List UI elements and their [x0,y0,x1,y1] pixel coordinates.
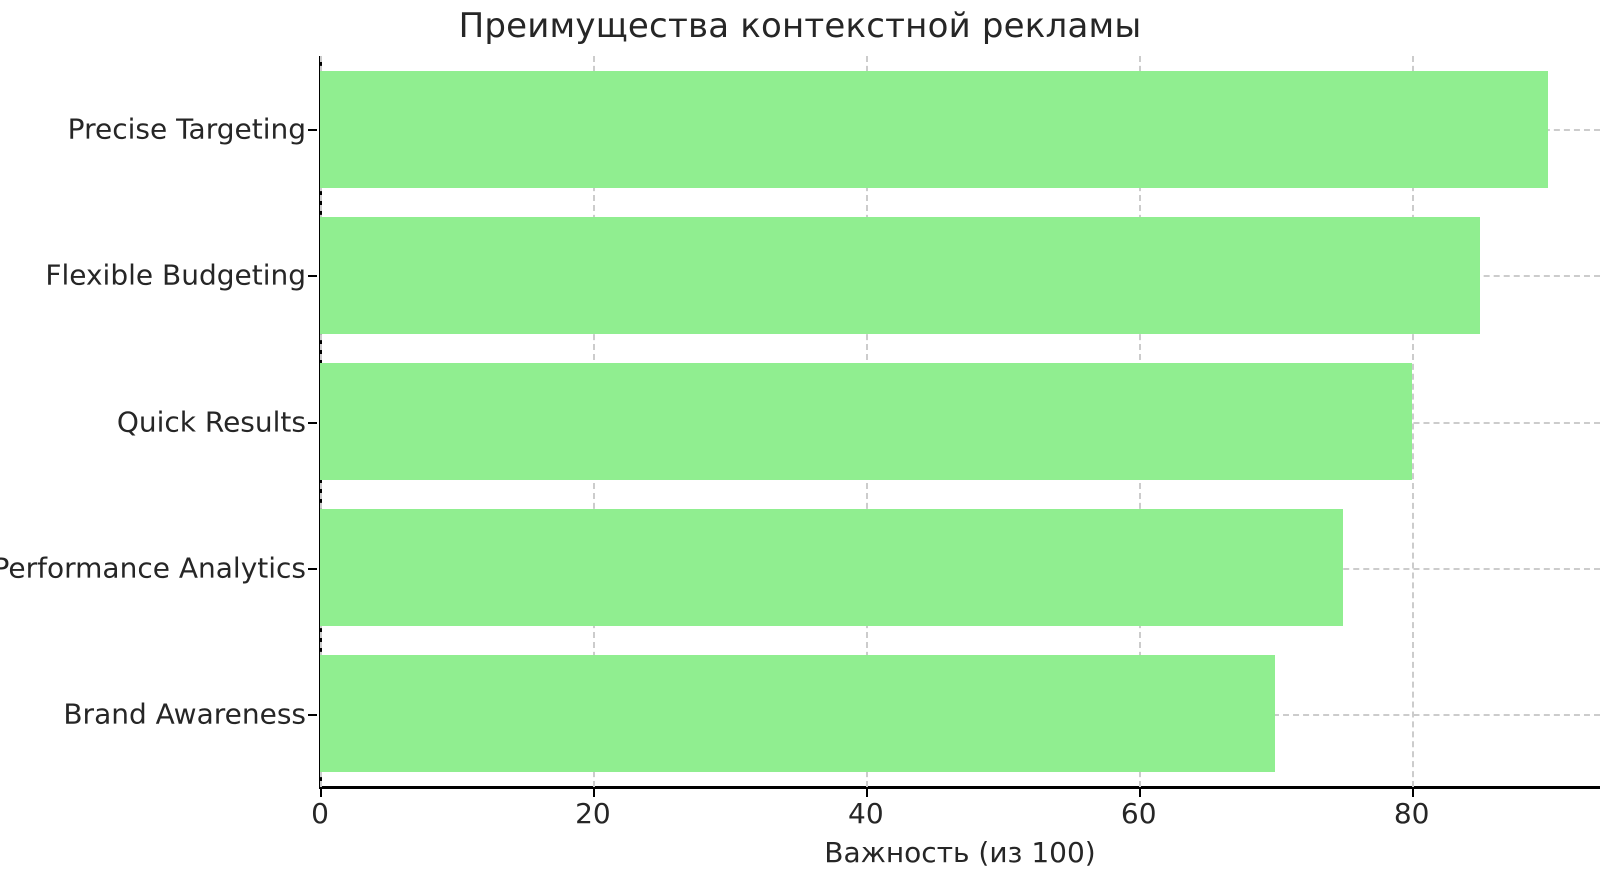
y-tick-label: Precise Targeting [67,112,306,146]
x-tick-mark [1411,789,1414,797]
x-tick-label: 60 [1120,797,1157,830]
y-tick-mark [308,129,317,132]
y-tick-mark [308,421,317,424]
x-tick-mark [320,789,322,797]
y-tick-label: Flexible Budgeting [45,258,306,292]
y-tick-mark [308,567,317,570]
x-tick-label: 40 [848,797,884,830]
x-tick-mark [1138,789,1141,797]
bar-quick-results [320,363,1412,480]
y-tick-mark [308,713,317,716]
x-axis-label: Важность (из 100) [824,836,1096,869]
bar-performance-analytics [320,509,1344,627]
x-tick-mark [592,789,595,797]
y-tick-label: Quick Results [116,405,306,438]
x-tick-label: 20 [575,797,611,830]
bar-flexible-budgeting [320,216,1480,334]
x-tick-label: 80 [1393,797,1430,830]
x-axis-spine [319,786,1600,789]
plot-area [320,56,1600,787]
y-tick-mark [308,275,317,278]
x-tick-mark [865,789,868,797]
bar-brand-awareness [320,655,1276,773]
bar-precise-targeting [320,70,1549,188]
x-tick-label: 0 [311,797,329,830]
y-tick-label: Brand Awareness [63,697,306,731]
y-tick-label: Performance Analytics [0,551,306,585]
chart-title: Преимущества контекстной рекламы [458,6,1142,46]
